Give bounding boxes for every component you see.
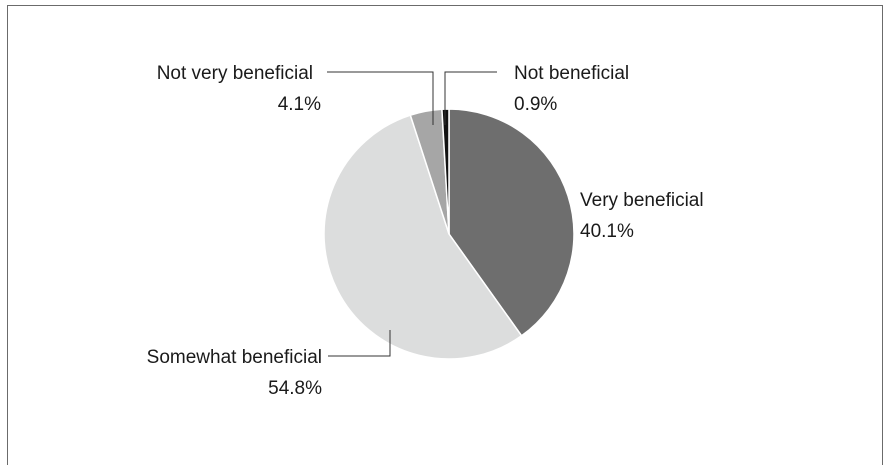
slice-label-not-beneficial: Not beneficial [514, 63, 629, 84]
pie-slices [323, 108, 575, 360]
leader-line-somewhat-beneficial [328, 330, 391, 357]
pie-slice-somewhat-beneficial [323, 114, 523, 360]
pie-slice-very-beneficial [448, 108, 575, 337]
slice-label-somewhat-beneficial: Somewhat beneficial [147, 347, 322, 368]
slice-label-not-very-beneficial: Not very beneficial [157, 63, 313, 84]
leader-line-not-very-beneficial [327, 71, 434, 125]
slice-percent-somewhat-beneficial: 54.8% [268, 378, 322, 399]
slice-label-very-beneficial: Very beneficial [580, 190, 704, 211]
slice-percent-not-beneficial: 0.9% [514, 94, 557, 115]
slice-percent-very-beneficial: 40.1% [580, 221, 634, 242]
chart-frame [7, 5, 883, 465]
slice-percent-not-very-beneficial: 4.1% [278, 94, 321, 115]
leader-line-not-beneficial [444, 71, 497, 125]
